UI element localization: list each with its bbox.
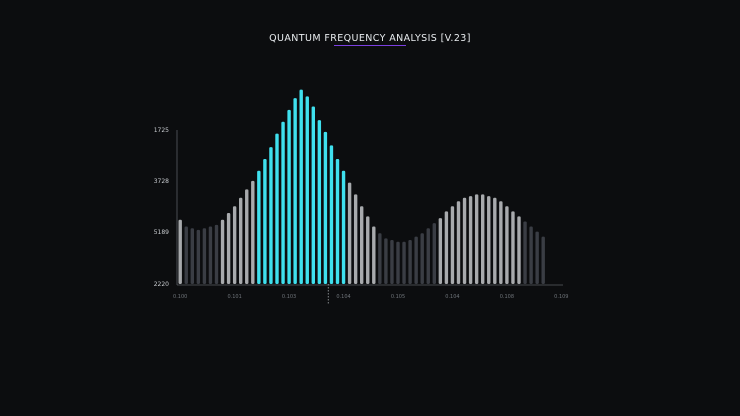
bar (184, 226, 188, 284)
bar (408, 240, 412, 284)
bar (196, 229, 201, 284)
bar (214, 224, 219, 284)
bar (372, 226, 376, 284)
y-tick-label: 3728 (154, 178, 169, 185)
bar (347, 182, 352, 284)
bar (456, 201, 461, 284)
bar (450, 206, 455, 284)
bar (541, 236, 545, 284)
bar (257, 170, 261, 284)
bar (317, 120, 322, 284)
x-tick-label: 0.104 (445, 294, 459, 300)
bar (232, 206, 237, 284)
bar (335, 158, 340, 284)
bar (305, 96, 309, 284)
bar (517, 216, 521, 284)
bar (281, 121, 285, 284)
y-tick-label: 5189 (154, 229, 169, 236)
bar (432, 223, 436, 284)
bar (378, 233, 382, 284)
bar (529, 226, 533, 284)
bar (329, 145, 334, 284)
x-tick-labels: 0.100 0.101 0.103 0.104 0.105 0.104 0.108 0.109 (173, 294, 568, 300)
x-tick-label: 0.103 (282, 294, 296, 300)
bar (293, 98, 297, 284)
bar (220, 219, 225, 284)
bar (311, 106, 315, 284)
bar (323, 131, 328, 284)
bar (269, 147, 273, 284)
bar (414, 236, 418, 284)
axes (176, 130, 563, 286)
bar (341, 170, 346, 284)
bar (511, 211, 515, 284)
bar (402, 241, 406, 284)
bar (275, 133, 279, 284)
y-tick-label: 1725 (154, 127, 169, 134)
bar (239, 197, 243, 284)
bar (396, 241, 400, 284)
bar (438, 218, 443, 284)
chart-title: QUANTUM FREQUENCY ANALYSIS [V.23] (269, 33, 471, 44)
bar (360, 206, 364, 284)
x-tick-label: 0.101 (227, 294, 241, 300)
x-tick-label: 0.104 (336, 294, 350, 300)
y-tick-label: 2220 (154, 281, 169, 288)
title-underline (334, 45, 406, 46)
bar (468, 196, 473, 284)
background-lines (0, 97, 740, 326)
bar (190, 228, 194, 284)
bar (226, 213, 231, 284)
x-tick-label: 0.100 (173, 294, 187, 300)
bar (208, 226, 213, 284)
bar (523, 221, 527, 284)
x-tick-label: 0.109 (554, 294, 568, 300)
bar (299, 89, 303, 285)
bar (499, 201, 503, 284)
bar (390, 240, 394, 284)
bar (251, 180, 255, 284)
x-tick-label: 0.105 (391, 294, 405, 300)
x-tick-label: 0.108 (500, 294, 514, 300)
bars-group (178, 89, 545, 285)
bar (493, 197, 497, 284)
bar (474, 194, 479, 284)
bar (287, 109, 291, 285)
bar (535, 231, 539, 284)
bar (178, 219, 182, 284)
bar (505, 206, 509, 284)
bar (481, 194, 485, 284)
bar (245, 189, 249, 284)
bar (384, 238, 388, 284)
y-tick-labels: 1725 3728 5189 2220 (154, 127, 169, 288)
bar (487, 196, 491, 284)
bar (202, 228, 207, 284)
bar (366, 216, 370, 284)
bar (353, 194, 358, 284)
bar (462, 197, 467, 284)
bar (263, 158, 267, 284)
bar (420, 233, 424, 284)
bar (444, 211, 449, 284)
bar (426, 228, 430, 284)
